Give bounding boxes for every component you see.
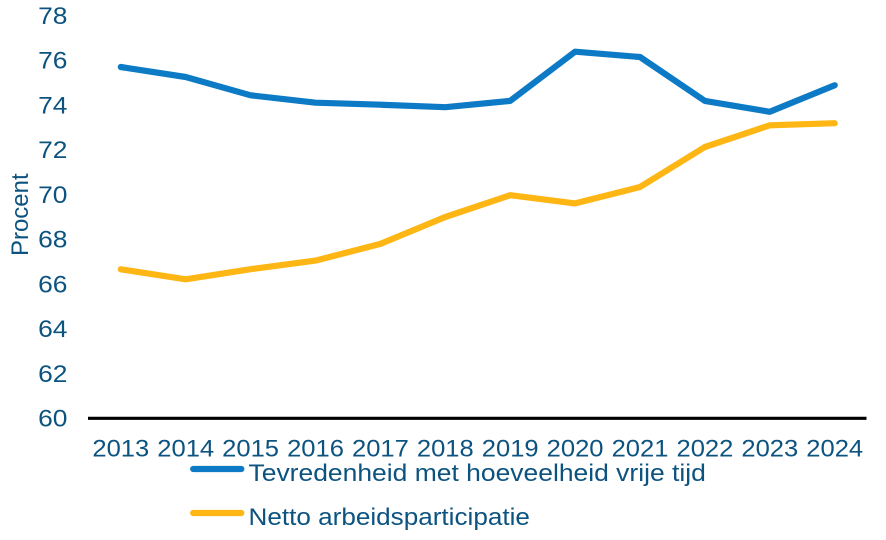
svg-text:2022: 2022 (676, 436, 733, 462)
svg-text:2021: 2021 (612, 436, 669, 462)
svg-text:Tevredenheid met hoeveelheid v: Tevredenheid met hoeveelheid vrije tijd (249, 460, 706, 487)
svg-text:2014: 2014 (157, 436, 214, 462)
svg-text:2023: 2023 (741, 436, 798, 462)
svg-text:68: 68 (38, 227, 67, 254)
svg-text:70: 70 (38, 182, 67, 209)
svg-text:2016: 2016 (287, 436, 344, 462)
svg-text:Netto arbeidsparticipatie: Netto arbeidsparticipatie (249, 504, 530, 531)
svg-text:2013: 2013 (92, 436, 149, 462)
svg-text:Procent: Procent (7, 173, 34, 256)
svg-text:76: 76 (38, 48, 67, 75)
svg-text:2024: 2024 (806, 436, 863, 462)
svg-text:2019: 2019 (482, 436, 539, 462)
svg-text:2015: 2015 (222, 436, 279, 462)
svg-text:64: 64 (38, 316, 67, 343)
svg-text:2018: 2018 (417, 436, 474, 462)
svg-text:74: 74 (38, 92, 67, 119)
svg-text:2020: 2020 (547, 436, 604, 462)
svg-text:78: 78 (38, 3, 67, 30)
svg-text:72: 72 (38, 137, 67, 164)
svg-text:62: 62 (38, 361, 67, 388)
svg-text:60: 60 (38, 406, 67, 433)
svg-text:2017: 2017 (352, 436, 409, 462)
svg-text:66: 66 (38, 271, 67, 298)
